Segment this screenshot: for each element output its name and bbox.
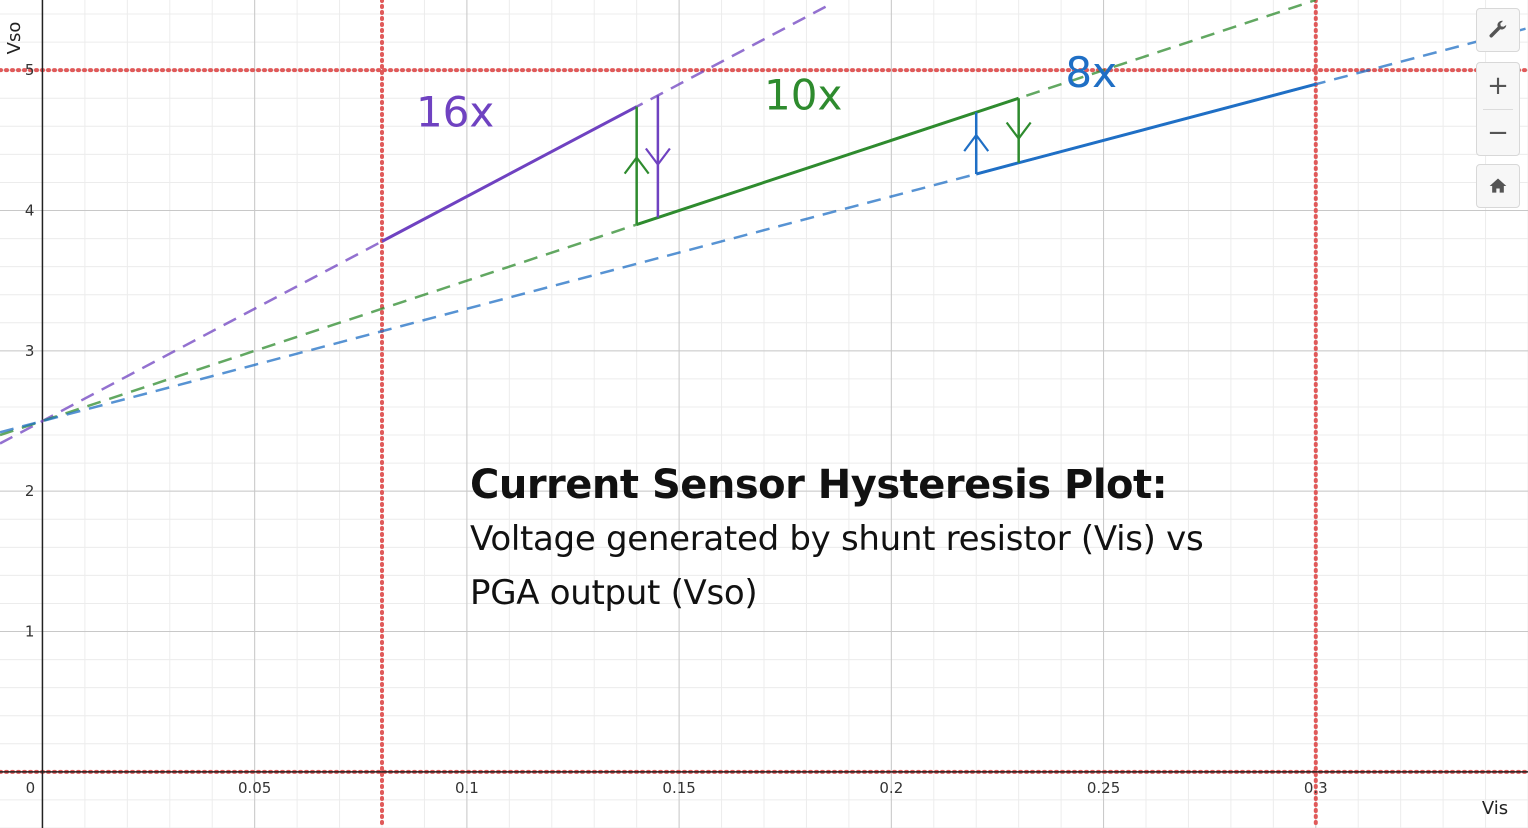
graph-settings-button[interactable] (1476, 8, 1520, 52)
series-labels: 16x 10x 8x (416, 48, 1117, 136)
series-label-16x: 16x (416, 87, 494, 136)
transition-layer (623, 95, 1032, 225)
series-solid-segment-16x (381, 105, 638, 243)
transition-chevron-down (645, 147, 671, 167)
tick-labels: 0 0.05 0.1 0.15 0.2 0.25 0.3 1 2 3 4 5 (25, 61, 1328, 797)
chart-subtitle-line-1: Voltage generated by shunt resistor (Vis… (470, 519, 1204, 559)
x-tick-label: 0.05 (238, 779, 271, 797)
chart-title: Current Sensor Hysteresis Plot: (470, 462, 1168, 508)
x-tick-label: 0.15 (662, 779, 695, 797)
y-tick-label: 5 (25, 61, 35, 79)
zoom-controls: + − (1476, 62, 1520, 156)
transition-chevron-up (623, 155, 650, 175)
x-tick-label: 0.25 (1087, 779, 1120, 797)
zoom-in-button[interactable]: + (1487, 71, 1509, 101)
chart-subtitle-line-2: PGA output (Vso) (470, 573, 758, 613)
x-axis-label: Vis (1482, 798, 1508, 819)
series-label-10x: 10x (764, 70, 842, 119)
x-tick-label: 0.2 (879, 779, 903, 797)
zoom-separator (1483, 109, 1513, 110)
y-tick-label: 1 (25, 623, 35, 641)
home-icon (1489, 178, 1507, 193)
y-tick-label: 4 (25, 202, 35, 220)
series-label-8x: 8x (1065, 48, 1117, 97)
default-viewport-button[interactable] (1476, 164, 1520, 208)
x-tick-label: 0.3 (1304, 779, 1328, 797)
series-solid-segment-10x (636, 96, 1020, 226)
wrench-icon (1489, 20, 1507, 38)
y-tick-label: 3 (25, 342, 35, 360)
transition-chevron-down (1005, 121, 1032, 141)
y-tick-label: 2 (25, 482, 35, 500)
transition-chevron-up (963, 133, 990, 152)
zoom-out-button[interactable]: − (1487, 118, 1509, 148)
chart-note: Current Sensor Hysteresis Plot: Voltage … (470, 458, 1290, 620)
y-axis-label: Vso (4, 22, 25, 55)
series-solid-segment-8x (975, 82, 1317, 176)
x-tick-label: 0.1 (455, 779, 479, 797)
x-tick-label: 0 (26, 779, 36, 797)
